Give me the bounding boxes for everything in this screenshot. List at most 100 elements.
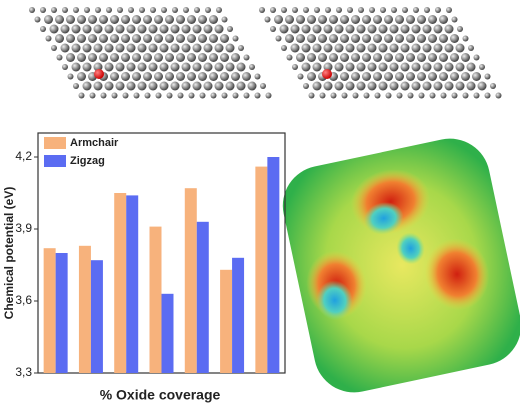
bar [267, 157, 280, 373]
atom [51, 45, 57, 51]
atom [439, 34, 448, 43]
atom [143, 34, 152, 43]
atom [297, 73, 304, 80]
atom [56, 54, 63, 61]
atom [314, 7, 320, 13]
atom [210, 92, 217, 99]
atom [199, 92, 206, 99]
atom [363, 92, 370, 99]
atom [484, 92, 491, 99]
atom [395, 15, 404, 24]
legend-swatch [44, 137, 66, 149]
atom [411, 62, 421, 72]
atom [40, 26, 46, 32]
atom [455, 81, 465, 91]
atom [66, 34, 75, 43]
atom [55, 34, 64, 43]
atom [45, 35, 52, 42]
atom [373, 72, 382, 81]
atom [384, 72, 393, 81]
atom [417, 15, 426, 24]
atom [62, 7, 68, 13]
atom [435, 7, 441, 13]
atom [413, 7, 419, 13]
atom [330, 92, 337, 99]
atom [40, 7, 46, 13]
atom [77, 53, 86, 62]
atom [242, 72, 251, 81]
atom [121, 53, 130, 62]
atom [318, 53, 327, 62]
atom [29, 7, 35, 13]
atom [444, 81, 454, 91]
atom [139, 7, 145, 13]
atom [95, 7, 101, 13]
atom [254, 73, 261, 80]
atom [143, 53, 152, 62]
atom [209, 53, 218, 62]
atom [433, 43, 443, 53]
oxygen-atom [94, 69, 104, 79]
atom [417, 34, 426, 43]
atom [402, 7, 408, 13]
atom [117, 7, 123, 13]
atom [99, 34, 108, 43]
atom [225, 81, 235, 91]
atom [214, 24, 224, 34]
atom [221, 92, 228, 99]
atom [477, 81, 487, 91]
bar [220, 269, 233, 373]
atom [128, 7, 134, 13]
atom [356, 62, 366, 72]
atom [66, 53, 75, 62]
esp-surface [282, 138, 520, 393]
y-tick-label: 3,3 [15, 365, 32, 379]
bar [149, 226, 162, 373]
atom [374, 92, 381, 99]
atom [192, 62, 202, 72]
electrostatic-map [282, 138, 520, 393]
atom [307, 53, 316, 62]
atom [77, 15, 86, 24]
atom [170, 24, 180, 34]
atom [301, 24, 311, 34]
atom [334, 24, 344, 34]
atom [301, 62, 311, 72]
atom [468, 45, 474, 51]
atom [461, 72, 470, 81]
atom [473, 92, 480, 99]
atom [446, 7, 452, 13]
atom [351, 15, 360, 24]
atom [373, 34, 382, 43]
atom [34, 16, 41, 23]
atom [290, 24, 300, 34]
atom [165, 15, 174, 24]
atom [296, 15, 305, 24]
atom [318, 15, 327, 24]
atom [329, 53, 338, 62]
atom [227, 26, 233, 32]
atom [345, 43, 355, 53]
atom [455, 62, 465, 72]
atom [111, 92, 118, 99]
atom [104, 24, 114, 34]
atom [88, 15, 97, 24]
atom [104, 43, 114, 53]
esp-blue-region [363, 202, 404, 235]
atom [400, 43, 410, 53]
atom [444, 24, 454, 34]
atom [312, 24, 322, 34]
atom [329, 34, 338, 43]
atom [340, 72, 349, 81]
atom [88, 53, 97, 62]
atom [451, 92, 458, 99]
atom [161, 7, 167, 13]
bar [255, 166, 268, 373]
atom [170, 62, 180, 72]
atom [198, 53, 207, 62]
atom [424, 7, 430, 13]
atom [334, 81, 344, 91]
atom [462, 92, 469, 99]
atom [406, 72, 415, 81]
atom [77, 72, 86, 81]
